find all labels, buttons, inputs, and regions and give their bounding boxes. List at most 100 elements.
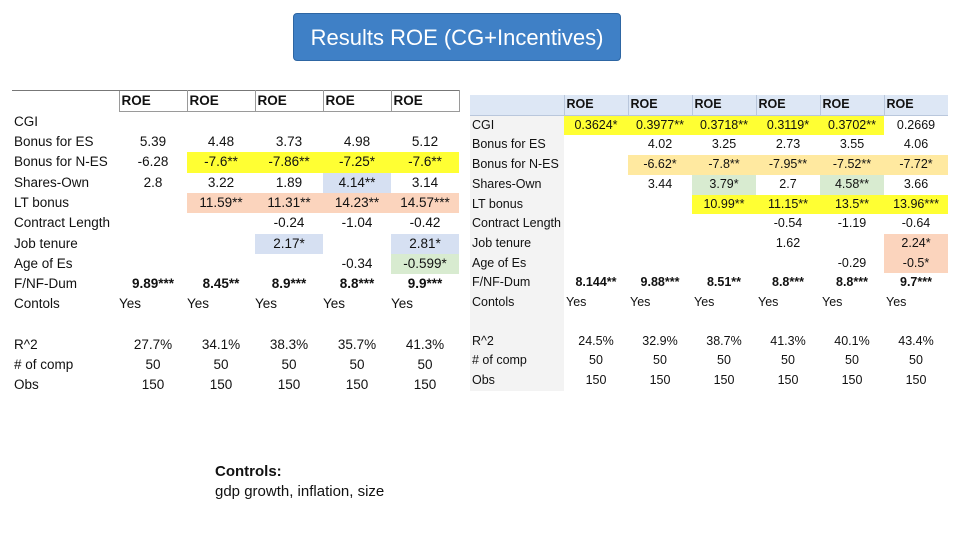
table-cell: 50 — [845, 353, 859, 368]
table-cell — [119, 112, 187, 132]
table-cell: Yes — [187, 296, 210, 312]
table-cell: -6.62* — [628, 155, 692, 175]
table-cell — [119, 193, 187, 213]
row-label: Contract Length — [14, 215, 111, 231]
column-header: ROE — [883, 95, 948, 116]
table-cell: 50 — [909, 353, 923, 368]
row-label: Job tenure — [470, 233, 564, 254]
row-label: R^2 — [14, 336, 38, 352]
table-cell: 2.8 — [143, 174, 163, 190]
table-row: F/NF-Dum 8.144** 9.88*** 8.51** 8.8*** 8… — [470, 273, 948, 294]
table-cell: 11.15** — [756, 194, 820, 215]
controls-note: Controls: gdp growth, inflation, size — [215, 462, 384, 502]
table-cell — [119, 213, 187, 233]
table-cell: -6.28 — [137, 154, 169, 170]
table-header-row: ROE ROE ROE ROE ROE ROE — [470, 95, 948, 116]
table-cell — [628, 254, 692, 274]
controls-heading: Controls: — [215, 463, 282, 480]
table-cell: 150 — [209, 377, 233, 393]
table-cell: -0.42 — [409, 215, 441, 231]
table-cell: Yes — [255, 296, 278, 312]
table-spacer-row — [12, 315, 459, 335]
table-cell: 2.24* — [884, 233, 948, 254]
left-results-table: ROE ROE ROE ROE ROE CGI Bonus for ES 5.3… — [12, 89, 460, 396]
table-cell: 0.3624* — [564, 115, 628, 136]
table-cell: -0.599* — [391, 253, 459, 275]
table-cell: 35.7% — [337, 336, 377, 352]
table-cell: 5.12 — [411, 134, 439, 150]
table-cell — [692, 214, 756, 234]
table-cell: 150 — [141, 377, 165, 393]
column-header: ROE — [118, 89, 188, 113]
table-row: Age of Es -0.34 -0.599* — [12, 253, 459, 275]
row-label: Obs — [14, 377, 39, 393]
table-cell: -7.72* — [884, 155, 948, 175]
row-label: LT bonus — [14, 194, 70, 210]
table-row: Obs 150 150 150 150 150 150 — [470, 371, 948, 391]
row-label: Bonus for N-ES — [470, 155, 564, 175]
table-cell: -0.64 — [901, 216, 931, 231]
row-label: Contols — [14, 296, 60, 312]
row-label: Contract Length — [470, 214, 564, 234]
table-cell: 4.02 — [647, 137, 673, 152]
table-cell: 1.89 — [275, 174, 303, 190]
table-cell: 0.3977** — [628, 115, 692, 136]
table-cell: -7.6** — [391, 152, 459, 173]
table-cell: 34.1% — [201, 336, 241, 352]
row-label: Obs — [470, 371, 564, 391]
table-cell: -7.25* — [323, 152, 391, 173]
table-cell — [564, 195, 628, 215]
table-cell: 150 — [277, 377, 301, 393]
table-cell: Yes — [822, 295, 843, 310]
table-cell — [564, 214, 628, 234]
table-cell: -1.19 — [837, 216, 867, 231]
table-cell — [255, 254, 323, 274]
table-cell: -0.34 — [341, 255, 373, 271]
table-cell: 9.7*** — [900, 275, 932, 290]
table-cell: 27.7% — [133, 336, 173, 352]
table-cell: 2.73 — [775, 137, 801, 152]
table-cell: 8.8*** — [772, 275, 804, 290]
table-cell: -7.8** — [692, 155, 756, 175]
table-cell: 4.14** — [323, 172, 391, 193]
table-cell: 1.62 — [775, 235, 801, 250]
table-cell: 8.51** — [706, 275, 742, 290]
table-row: # of comp 50 50 50 50 50 50 — [470, 351, 948, 372]
table-cell: 50 — [717, 353, 731, 368]
row-label: Contols — [470, 293, 564, 313]
table-cell — [628, 234, 692, 254]
table-cell — [564, 155, 628, 175]
table-cell: 9.88*** — [640, 275, 680, 290]
table-cell — [119, 234, 187, 254]
right-results-table: ROE ROE ROE ROE ROE ROE CGI 0.3624* 0.39… — [470, 95, 948, 391]
table-cell: 150 — [649, 373, 671, 388]
table-cell: 8.144** — [575, 275, 617, 290]
spacer-cell — [470, 312, 564, 332]
table-row: Contract Length -0.24 -1.04 -0.42 — [12, 213, 459, 233]
row-label: Job tenure — [14, 235, 78, 251]
table-cell: 14.57*** — [391, 192, 459, 214]
row-label: CGI — [470, 115, 564, 136]
table-cell: 150 — [585, 373, 607, 388]
column-header: ROE — [186, 89, 256, 113]
table-row: Shares-Own 3.44 3.79* 2.7 4.58** 3.66 — [470, 174, 948, 195]
column-header: ROE — [627, 95, 692, 116]
row-label: Age of Es — [14, 255, 73, 271]
table-cell: 150 — [777, 373, 799, 388]
row-label: # of comp — [470, 351, 564, 372]
table-cell: 8.45** — [202, 276, 240, 292]
table-row: Contols Yes Yes Yes Yes Yes — [12, 294, 459, 314]
table-cell: -0.29 — [837, 255, 867, 270]
table-cell: 3.55 — [839, 137, 865, 152]
table-cell — [756, 254, 820, 274]
table-cell — [820, 234, 884, 254]
table-cell — [692, 234, 756, 254]
table-cell: -0.24 — [273, 215, 305, 231]
table-cell: Yes — [391, 296, 414, 312]
table-cell — [323, 234, 391, 254]
table-row: Bonus for ES 5.39 4.48 3.73 4.98 5.12 — [12, 132, 459, 152]
table-cell: 3.25 — [711, 137, 737, 152]
table-cell: Yes — [566, 295, 587, 310]
table-cell: 50 — [653, 353, 667, 368]
row-label: Bonus for N-ES — [14, 154, 108, 170]
